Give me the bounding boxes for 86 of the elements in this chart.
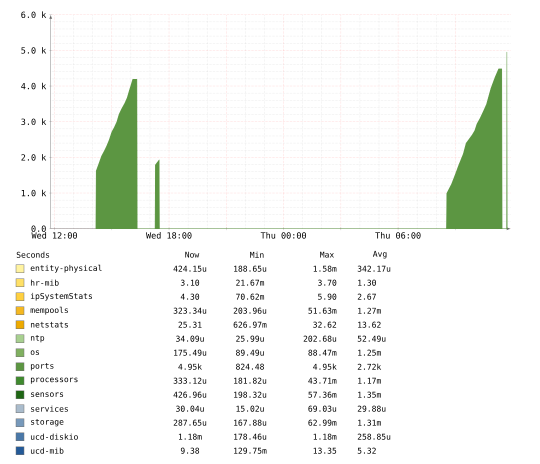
text: 824.48 (236, 364, 264, 370)
legend-label: os (30, 350, 40, 355)
text: Now (185, 252, 200, 258)
text: 188.65u (234, 266, 266, 272)
legend-label: mempools (30, 306, 68, 315)
text: 333.12u (174, 378, 206, 384)
text: 3.10 (180, 280, 200, 286)
text: 342.17u (358, 266, 390, 272)
text: 1.27m (358, 308, 381, 314)
text: 1.31m (358, 420, 381, 426)
legend-label: ipSystemStats (30, 292, 92, 301)
x-tick-label: Wed 18:00 (146, 232, 192, 239)
text: 424.15u (174, 266, 206, 272)
y-tick-label: 6.0 k (21, 11, 46, 18)
text: 62.99m (308, 420, 336, 426)
text: 30.04u (176, 406, 204, 412)
text: 175.49u (174, 350, 206, 356)
x-tick-label: Thu 06:00 (375, 232, 421, 239)
legend-label: ucd-mib (30, 448, 64, 454)
text: 5.90 (318, 294, 336, 300)
text: 34.09u (176, 336, 204, 342)
text: 1.18m (178, 434, 202, 440)
text: 69.03u (308, 406, 336, 412)
text: 5.32 (358, 448, 376, 454)
text: 13.62 (358, 322, 381, 328)
text: 626.97m (234, 322, 266, 328)
legend-label: entity-physical (30, 264, 102, 273)
text: Avg (372, 250, 386, 258)
text: 13.35 (314, 448, 336, 454)
text: 57.36m (308, 392, 336, 398)
text: 9.38 (180, 448, 200, 454)
text: 1.58m (314, 266, 336, 272)
x-tick-label: Wed 12:00 (31, 232, 77, 239)
legend-label: hr-mib (30, 280, 59, 286)
text: 2.72k (358, 364, 382, 370)
text: Max (320, 252, 334, 258)
text: 25.31 (178, 322, 202, 328)
text: 4.95k (178, 364, 202, 370)
text: 198.32u (234, 392, 266, 398)
text: 89.49u (236, 350, 264, 356)
text: 70.62m (236, 294, 264, 300)
text: 52.49u (358, 336, 386, 342)
legend-label: ports (30, 363, 54, 370)
text: 287.65u (174, 420, 206, 426)
text: 178.46u (234, 434, 266, 440)
y-tick-label: 0.0 (32, 225, 46, 232)
text: 203.96u (234, 308, 266, 314)
text: 3.70 (318, 280, 336, 286)
text: 51.63m (308, 308, 336, 314)
text: 15.02u (236, 406, 264, 412)
y-tick-label: 1.0 k (22, 190, 46, 196)
legend-label: storage (31, 419, 64, 426)
y-tick-label: 2.0 k (21, 154, 46, 161)
text: 32.62 (313, 322, 336, 328)
text: 1.18m (314, 434, 336, 440)
legend-label: ntp (30, 335, 44, 342)
text: 1.30 (358, 280, 376, 286)
text: 43.71m (308, 378, 336, 384)
text: 21.67m (236, 280, 264, 286)
legend-label: netstats (30, 322, 68, 328)
x-tick-label: Thu 00:00 (260, 232, 306, 239)
y-tick-label: 4.0 k (21, 82, 46, 90)
text: 1.35m (358, 392, 381, 398)
y-tick-label: 5.0 k (21, 47, 46, 54)
text: 258.85u (358, 434, 390, 440)
text: 129.75m (234, 448, 266, 454)
text: 167.88u (234, 420, 266, 426)
text: 426.96u (174, 392, 206, 398)
text: 1.25m (358, 350, 381, 356)
y-tick-label: 3.0 k (21, 118, 46, 125)
text: 181.82u (234, 378, 266, 384)
text: Min (250, 252, 264, 258)
text: 2.67 (358, 294, 376, 300)
legend-label: sensors (31, 392, 64, 397)
text: 202.68u (304, 336, 336, 342)
text: 4.95k (313, 364, 337, 370)
text: 4.30 (180, 294, 200, 300)
text: 25.99u (236, 336, 264, 342)
text: 88.47m (308, 350, 336, 356)
text: 323.34u (174, 308, 206, 314)
legend-label: ucd-diskio (30, 434, 78, 440)
legend-label: processors (30, 378, 78, 384)
legend-title: Seconds (16, 252, 50, 258)
text: 1.17m (358, 378, 381, 384)
legend-label: services (31, 406, 68, 412)
text: 29.88u (358, 406, 386, 412)
